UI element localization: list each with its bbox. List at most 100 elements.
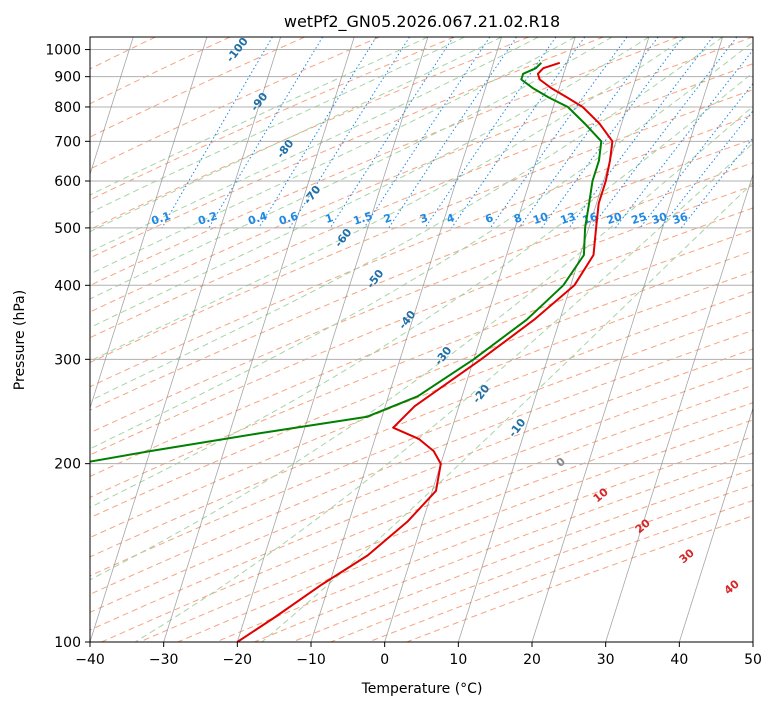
dry-adiabat-line [90, 37, 380, 170]
mixing-ratio-line [363, 37, 491, 229]
mixing-ratio-line [518, 37, 659, 229]
isotherm-line [90, 37, 134, 176]
mixing-ratio-label: 4 [445, 211, 457, 226]
mixing-ratio-label: 6 [484, 211, 496, 226]
mixing-ratio-label: 25 [630, 210, 649, 227]
dry-adiabat-line [90, 229, 753, 498]
dry-adiabat-line [90, 185, 753, 456]
x-axis-label: Temperature (°C) [361, 681, 483, 697]
dry-adiabat-line [101, 384, 753, 642]
dry-adiabat-line [90, 329, 753, 595]
x-tick-label: 20 [523, 652, 541, 668]
mixing-ratio-label: 30 [650, 210, 669, 227]
dry-adiabat-line [90, 37, 455, 201]
dry-adiabat-line [0, 37, 6, 642]
mixing-ratio-line [258, 37, 377, 229]
y-tick-label: 600 [54, 174, 81, 190]
mixing-ratio-line [660, 110, 753, 229]
mixing-ratio-line [289, 37, 410, 229]
dry-adiabat-line [90, 37, 305, 138]
isotherm-line [310, 37, 502, 642]
isotherm-line [457, 37, 650, 642]
mixing-ratio-label: 20 [605, 210, 624, 227]
isotherm-line [163, 37, 355, 642]
mixing-ratio-line [639, 82, 753, 229]
mixing-ratio-line [329, 37, 454, 229]
x-tick-label: −40 [75, 652, 105, 668]
mixing-ratio-label: 1 [324, 211, 335, 226]
mixing-ratio-line [489, 37, 628, 229]
mixing-ratio-line [541, 37, 684, 229]
x-tick-label: −10 [296, 652, 326, 668]
isotherm-line [90, 37, 208, 410]
y-tick-label: 200 [54, 457, 81, 473]
x-tick-label: 50 [744, 652, 762, 668]
isobars [90, 49, 753, 642]
moist-adiabat-line [90, 37, 650, 329]
plot-area: 0.1 0.2 0.4 0.6 1 1.5 2 3 4 6 8 10 13 16 20 25 30 36-100-… [0, 37, 753, 642]
x-axis-ticks: −40 −30 −20 −10 0 10 20 30 40 50 [75, 642, 762, 668]
dry-adiabat-line [90, 37, 679, 286]
moist-adiabat-line [90, 105, 753, 581]
mixing-ratio-label: 0.6 [277, 209, 300, 227]
x-tick-label: 30 [597, 652, 615, 668]
moist-adiabat-line [134, 142, 753, 642]
moist-adiabat-line [90, 37, 613, 300]
moist-adiabat-line [90, 71, 753, 509]
mixing-ratio-line [568, 37, 714, 229]
x-tick-label: 10 [449, 652, 467, 668]
dry-adiabat-line [90, 63, 753, 339]
plot-frame [89, 36, 754, 643]
moist-adiabat-line [261, 181, 753, 642]
dry-adiabat-line [90, 270, 753, 539]
isotherm-line [0, 37, 60, 642]
mixing-ratio-label: 10 [531, 210, 550, 227]
mixing-ratio-line [388, 37, 518, 229]
moist-adiabat-line [90, 37, 723, 402]
mixing-ratio-label: 0.4 [246, 209, 269, 227]
mixing-ratio-label: 3 [418, 211, 429, 226]
x-tick-label: 40 [670, 652, 688, 668]
dry-adiabat-line [90, 207, 753, 477]
y-tick-label: 400 [54, 278, 81, 294]
y-tick-label: 900 [54, 70, 81, 86]
moist-adiabats [90, 37, 753, 642]
y-tick-label: 300 [54, 352, 81, 368]
isotherm-line [752, 640, 753, 642]
isotherms [0, 37, 753, 642]
dewpoint-profile-line [90, 62, 603, 463]
isotherm-line [90, 37, 281, 642]
dry-adiabat-line [90, 37, 529, 230]
y-tick-label: 1000 [45, 43, 81, 59]
mixing-ratio-label: 36 [671, 210, 690, 227]
mixing-ratio-line [424, 37, 557, 229]
moist-adiabat-line [90, 37, 465, 214]
profile-series [90, 61, 614, 642]
y-axis-ticks: 100 200 300 400 500 600 700 800 900 1000 [45, 43, 90, 651]
y-axis-label: Pressure (hPa) [12, 290, 28, 390]
dry-adiabat-line [90, 138, 753, 411]
mixing-ratio-label: 2 [382, 211, 393, 226]
mixing-ratio-line [451, 37, 586, 229]
isotherm-line [384, 37, 576, 642]
mixing-ratio-lines [161, 37, 753, 229]
isotherm-line [605, 172, 753, 642]
line-labels: 0.1 0.2 0.4 0.6 1 1.5 2 3 4 6 8 10 13 16 20 25 30 36-100-… [150, 37, 742, 597]
moist-adiabat-line [90, 37, 429, 196]
x-tick-label: −30 [149, 652, 179, 668]
mixing-ratio-label: 0.1 [150, 209, 173, 227]
isotherm-line [678, 406, 753, 642]
moist-adiabat-line [90, 37, 686, 362]
isotherm-line [531, 37, 723, 642]
y-tick-label: 500 [54, 221, 81, 237]
x-tick-label: 0 [380, 652, 389, 668]
moist-adiabat-line [90, 37, 502, 233]
dry-adiabat-line [90, 37, 753, 313]
chart-title: wetPf2_GN05.2026.067.21.02.R18 [284, 12, 560, 32]
mixing-ratio-label: 0.2 [196, 209, 219, 227]
mixing-ratio-label: 1.5 [352, 209, 375, 227]
temperature-profile-line [236, 61, 614, 642]
mixing-ratio-label: 8 [512, 211, 523, 226]
moist-adiabat-line [90, 37, 539, 253]
